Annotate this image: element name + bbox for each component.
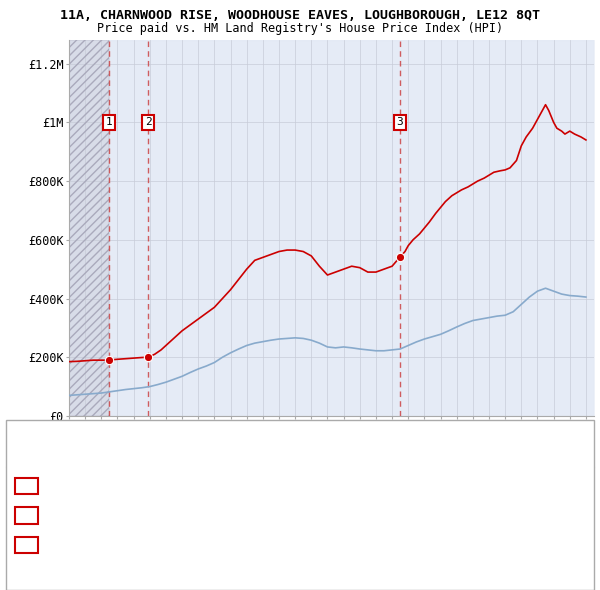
Text: This data is licensed under the Open Government Licence v3.0.: This data is licensed under the Open Gov… xyxy=(12,569,340,578)
Text: 27-NOV-1997: 27-NOV-1997 xyxy=(51,509,130,522)
Text: Contains HM Land Registry data © Crown copyright and database right 2024.: Contains HM Land Registry data © Crown c… xyxy=(12,559,404,568)
Text: £190,000: £190,000 xyxy=(213,480,270,493)
Text: £200,000: £200,000 xyxy=(213,509,270,522)
Text: 3: 3 xyxy=(23,539,30,552)
Text: HPI: Average price, detached house, Charnwood: HPI: Average price, detached house, Char… xyxy=(54,451,335,460)
Text: 137% ↑ HPI: 137% ↑ HPI xyxy=(342,480,413,493)
Text: 118% ↑ HPI: 118% ↑ HPI xyxy=(342,509,413,522)
Text: £540,000: £540,000 xyxy=(213,539,270,552)
Text: 29-JUN-1995: 29-JUN-1995 xyxy=(51,480,130,493)
Text: 2: 2 xyxy=(145,117,152,127)
Text: 20-JUN-2013: 20-JUN-2013 xyxy=(51,539,130,552)
Text: 2: 2 xyxy=(23,509,30,522)
Text: 1: 1 xyxy=(106,117,112,127)
Text: 11A, CHARNWOOD RISE, WOODHOUSE EAVES, LOUGHBOROUGH, LE12 8QT: 11A, CHARNWOOD RISE, WOODHOUSE EAVES, LO… xyxy=(60,9,540,22)
Text: Price paid vs. HM Land Registry's House Price Index (HPI): Price paid vs. HM Land Registry's House … xyxy=(97,22,503,35)
Text: 11A, CHARNWOOD RISE, WOODHOUSE EAVES, LOUGHBOROUGH, LE12 8QT (detached h: 11A, CHARNWOOD RISE, WOODHOUSE EAVES, LO… xyxy=(54,428,504,438)
Text: 3: 3 xyxy=(396,117,403,127)
Text: 126% ↑ HPI: 126% ↑ HPI xyxy=(342,539,413,552)
Text: 1: 1 xyxy=(23,480,30,493)
